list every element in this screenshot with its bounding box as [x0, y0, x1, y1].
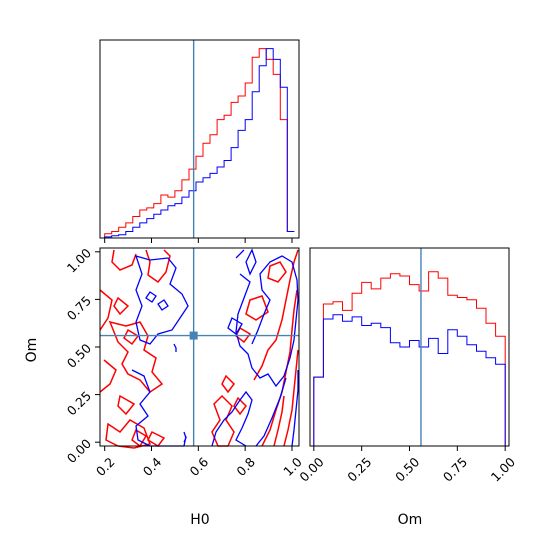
- hist-om-x-ticks: 0.00 0.25 0.50 0.75 1.00: [296, 446, 518, 485]
- contour-red-right-outer: [211, 249, 299, 447]
- panel-joint: 0.2 0.4 0.6 0.8 1.0 0.000.250.500.751.00 Om …: [24, 245, 305, 528]
- truth-point-marker: [189, 331, 198, 340]
- hist-om-step-1: [313, 314, 506, 446]
- hist-h0-ticks: [104, 238, 293, 243]
- contour-blue-outer: [131, 255, 189, 447]
- contour-blue-right: [211, 248, 299, 447]
- x-tick-label: 0.50: [392, 454, 422, 484]
- x-tick-label: 0.75: [440, 454, 470, 484]
- contour-red-series: [99, 249, 299, 449]
- contour-blue-series: [131, 248, 299, 447]
- y-tick-label: 0.50: [64, 340, 94, 370]
- x-tick-label: 0.4: [140, 454, 165, 479]
- contour-red-right-inner: [267, 261, 287, 447]
- hist-om-step-0: [313, 271, 506, 446]
- x-tick-label: 0.6: [187, 454, 212, 479]
- x-tick-label: 0.8: [233, 454, 258, 479]
- panel-hist-h0: [99, 39, 300, 243]
- y-axis-label-om: Om: [24, 338, 40, 363]
- x-tick-label: 0.00: [296, 454, 326, 484]
- joint-y-ticks: 0.00 0.25 0.50 0.75 1.00: [64, 245, 100, 466]
- hist-h0-step-0: [104, 48, 295, 238]
- y-tick-label: 1.00: [64, 245, 94, 275]
- x-axis-label-h0: H0: [190, 512, 209, 528]
- x-axis-label-om: Om: [398, 512, 423, 528]
- x-tick-label: 0.2: [93, 454, 118, 479]
- x-tick-label: 0.25: [344, 454, 374, 484]
- y-tick-label: 0.25: [64, 388, 94, 418]
- y-tick-label: 0.00: [64, 436, 94, 466]
- hist-h0-series: [104, 48, 295, 238]
- panel-hist-om: 0.00 0.25 0.50 0.75 1.00 Om: [296, 247, 518, 528]
- hist-h0-step-1: [104, 48, 295, 238]
- contour-red-outer: [99, 249, 171, 449]
- x-tick-label: 1.00: [488, 454, 518, 484]
- joint-x-ticks: 0.2 0.4 0.6 0.8 1.0: [93, 446, 305, 479]
- y-tick-label: 0.75: [64, 293, 94, 323]
- hist-om-series: [313, 271, 506, 446]
- panel-hist-h0-frame: [99, 39, 300, 239]
